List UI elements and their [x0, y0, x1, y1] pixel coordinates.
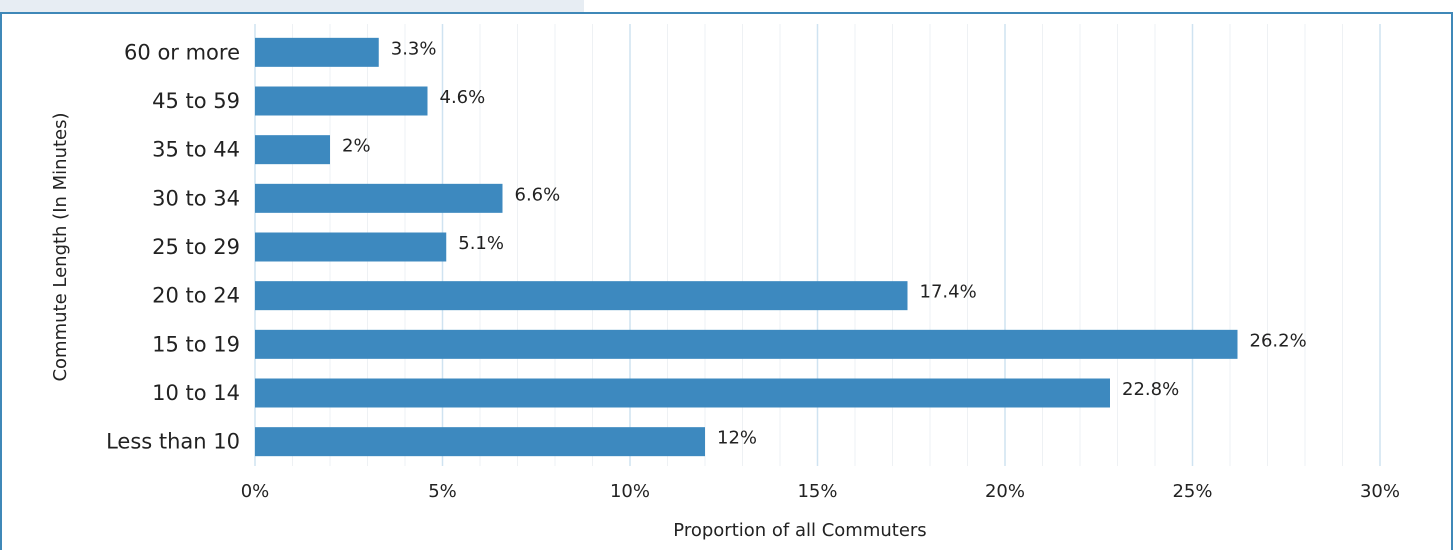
- bar: [255, 232, 447, 262]
- value-label: 6.6%: [515, 184, 561, 205]
- category-label: 45 to 59: [152, 89, 240, 113]
- bar: [255, 281, 908, 311]
- value-label: 3.3%: [391, 38, 437, 59]
- x-tick-label: 10%: [610, 481, 650, 502]
- value-label: 2%: [342, 136, 371, 157]
- bar: [255, 37, 379, 67]
- value-label: 5.1%: [458, 233, 504, 254]
- x-tick-labels: 0% 5% 10% 15% 20% 25% 30%: [241, 481, 1400, 502]
- y-axis-title: Commute Length (In Minutes): [50, 112, 71, 381]
- bar: [255, 183, 503, 213]
- category-labels: 60 or more 45 to 59 35 to 44 30 to 34 25 to …: [106, 40, 240, 453]
- x-tick-label: 30%: [1360, 481, 1400, 502]
- x-tick-label: 15%: [797, 481, 837, 502]
- x-tick-label: 25%: [1172, 481, 1212, 502]
- value-label: 26.2%: [1250, 330, 1307, 351]
- category-label: Less than 10: [106, 430, 240, 454]
- bar: [255, 86, 428, 116]
- category-label: 10 to 14: [152, 381, 240, 405]
- value-label: 12%: [717, 428, 757, 449]
- value-label: 22.8%: [1122, 379, 1179, 400]
- category-label: 35 to 44: [152, 138, 240, 162]
- value-labels: 3.3% 4.6% 2% 6.6% 5.1% 17.4% 26.2% 22.8% 12%: [342, 38, 1307, 448]
- category-label: 20 to 24: [152, 284, 240, 308]
- chart-frame: [0, 12, 1453, 550]
- top-tab: [0, 0, 584, 14]
- category-label: 15 to 19: [152, 332, 240, 356]
- bars: [255, 37, 1238, 457]
- bar: [255, 427, 705, 457]
- bar: [255, 329, 1238, 359]
- x-axis-title: Proportion of all Commuters: [673, 520, 926, 541]
- x-tick-label: 20%: [985, 481, 1025, 502]
- category-label: 25 to 29: [152, 235, 240, 259]
- x-tick-label: 0%: [241, 481, 270, 502]
- value-label: 17.4%: [920, 282, 977, 303]
- value-label: 4.6%: [440, 87, 486, 108]
- category-label: 60 or more: [124, 40, 240, 64]
- bar: [255, 135, 330, 165]
- category-label: 30 to 34: [152, 186, 240, 210]
- x-tick-label: 5%: [428, 481, 457, 502]
- bar: [255, 378, 1110, 408]
